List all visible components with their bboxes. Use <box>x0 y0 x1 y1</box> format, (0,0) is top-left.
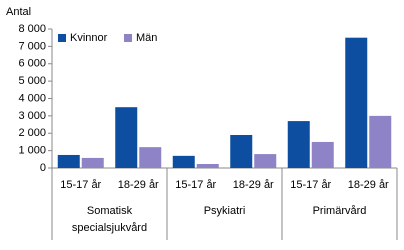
group-label: Primärvård <box>312 205 367 217</box>
y-axis-label: Antal <box>6 6 31 18</box>
y-tick-label: 7 000 <box>18 40 46 52</box>
legend-label: Kvinnor <box>70 32 108 44</box>
bar <box>115 107 138 168</box>
bar <box>311 141 334 168</box>
x-tick-label: 18-29 år <box>233 179 274 191</box>
legend-label: Män <box>136 32 157 44</box>
x-tick-label: 15-17 år <box>290 179 331 191</box>
x-tick-label: 18-29 år <box>348 179 389 191</box>
bar <box>230 134 253 168</box>
x-tick-label: 18-29 år <box>118 179 159 191</box>
legend-swatch <box>58 34 66 42</box>
y-tick-label: 4 000 <box>18 92 46 104</box>
bar <box>57 154 80 168</box>
legend-swatch <box>124 34 132 42</box>
bar <box>287 121 310 168</box>
bar <box>139 147 162 168</box>
y-tick-label: 6 000 <box>18 58 46 70</box>
group-label: Somatisk specialsjukvård <box>71 205 148 234</box>
x-tick-label: 15-17 år <box>175 179 216 191</box>
y-tick-label: 8 000 <box>18 23 46 35</box>
y-tick-label: 2 000 <box>18 127 46 139</box>
y-tick-label: 0 <box>40 162 46 174</box>
bar <box>254 154 277 168</box>
bar <box>172 155 195 168</box>
bar <box>369 115 392 168</box>
group-label: Psykiatri <box>203 205 246 217</box>
bar <box>81 157 104 168</box>
y-tick-label: 3 000 <box>18 110 46 122</box>
bar <box>196 164 219 168</box>
bar <box>345 37 368 168</box>
y-tick-label: 1 000 <box>18 145 46 157</box>
y-tick-label: 5 000 <box>18 75 46 87</box>
x-tick-label: 15-17 år <box>60 179 101 191</box>
